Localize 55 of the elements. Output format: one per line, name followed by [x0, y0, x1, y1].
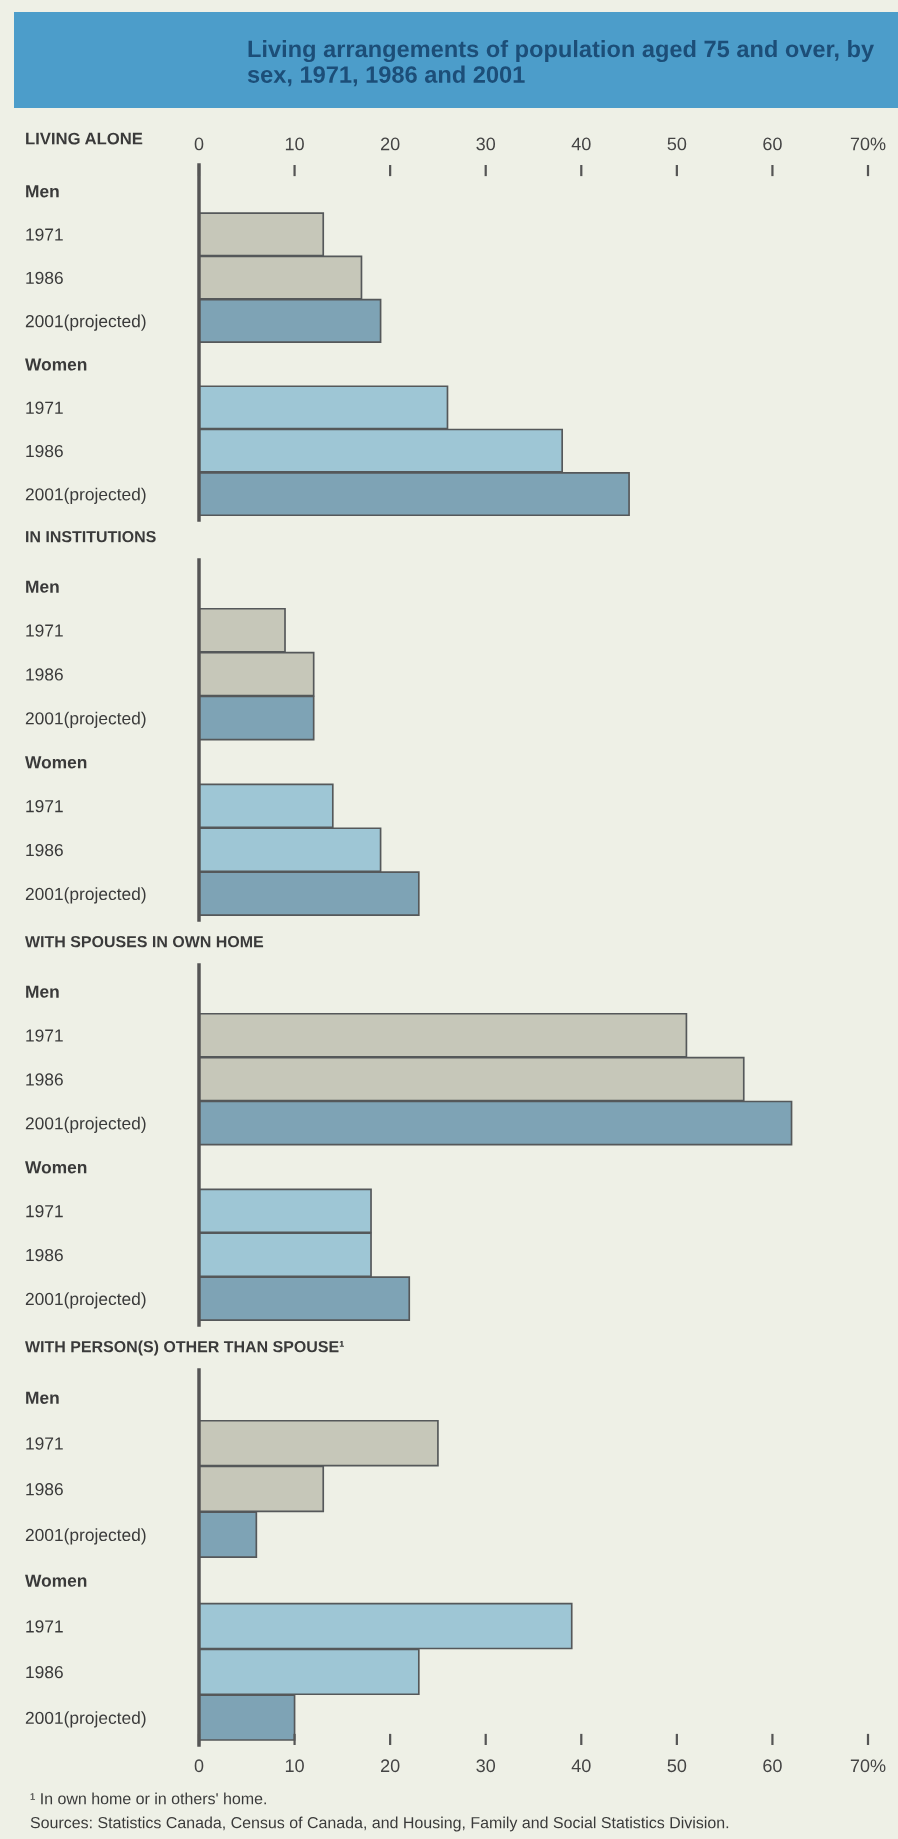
chart-title: IN INSTITUTIONS	[26, 530, 156, 543]
chart-subtitle: LIVING ALONE	[26, 132, 143, 145]
y-tick-label: 1986	[26, 1483, 63, 1496]
y-tick-label: 2001(projected)	[25, 487, 146, 504]
x-tick-label: 10	[285, 1759, 304, 1773]
y-tick-label: Men	[26, 1391, 59, 1404]
x-tick-label: 40	[571, 1759, 591, 1773]
source-note: Sources: Statistics Canada, Census of Canada, and Housing, Family and Social Statistics Division.	[30, 1816, 729, 1832]
y-tick-label: 2001(projected)	[25, 711, 146, 728]
chart-title: WITH SPOUSES IN OWN HOME	[25, 935, 264, 948]
y-tick-label: 1971	[26, 1437, 63, 1450]
y-tick-label: 1986	[26, 1666, 63, 1679]
y-tick-label: 2001(projected)	[25, 887, 146, 904]
x-tick-label: 30	[476, 137, 496, 151]
y-tick-label: 1986	[26, 843, 63, 857]
y-tick-label: 1986	[26, 1073, 63, 1086]
x-tick-label: 0	[194, 1759, 204, 1773]
x-tick-label: 70%	[850, 137, 886, 151]
y-tick-label: 1971	[26, 401, 63, 414]
y-tick-label: 1971	[26, 1029, 63, 1042]
x-tick-label: 20	[381, 1759, 400, 1773]
y-tick-label: Women	[25, 1161, 87, 1174]
x-tick-label: 50	[667, 137, 687, 151]
x-tick-label: 60	[763, 1759, 782, 1773]
x-tick-label: 40	[571, 137, 591, 151]
x-tick-label: 70%	[850, 1759, 886, 1773]
y-tick-label: 2001(projected)	[25, 1116, 146, 1133]
y-tick-label: Women	[25, 756, 87, 769]
x-tick-label: 30	[476, 1759, 496, 1773]
x-tick-label: 0	[194, 137, 204, 151]
y-tick-label: 1986	[26, 444, 63, 458]
y-tick-label: Men	[26, 580, 59, 593]
y-tick-label: 1971	[26, 624, 63, 637]
y-tick-label: 1986	[26, 271, 63, 285]
x-tick-label: 50	[667, 1759, 687, 1773]
y-tick-label: 1986	[26, 668, 63, 681]
y-tick-label: 2001(projected)	[25, 1292, 146, 1309]
x-tick-label: 20	[381, 137, 400, 151]
y-tick-label: 1971	[26, 1620, 63, 1633]
y-tick-label: Men	[26, 185, 59, 198]
x-tick-label: 10	[285, 137, 304, 151]
x-tick-label: 60	[763, 137, 782, 151]
chart-title: Living arrangements of population aged 75 and over, by sex, 1971, 1986 and 2001	[247, 40, 874, 87]
y-tick-label: 2001(projected)	[25, 1711, 146, 1728]
y-tick-label: 2001(projected)	[25, 1528, 146, 1545]
y-tick-label: Women	[25, 1574, 87, 1587]
chart-title: WITH PERSON(S) OTHER THAN SPOUSE¹	[25, 1340, 344, 1356]
text: ¹ In own home or in others' home.	[30, 1792, 266, 1805]
y-tick-label: 1971	[26, 1205, 63, 1218]
y-tick-label: Women	[25, 358, 87, 371]
y-tick-label: 1971	[26, 800, 63, 813]
y-tick-label: 2001(projected)	[25, 314, 146, 331]
y-tick-label: 1986	[26, 1248, 63, 1262]
y-tick-label: Men	[26, 985, 59, 998]
y-tick-label: 1971	[26, 228, 63, 241]
